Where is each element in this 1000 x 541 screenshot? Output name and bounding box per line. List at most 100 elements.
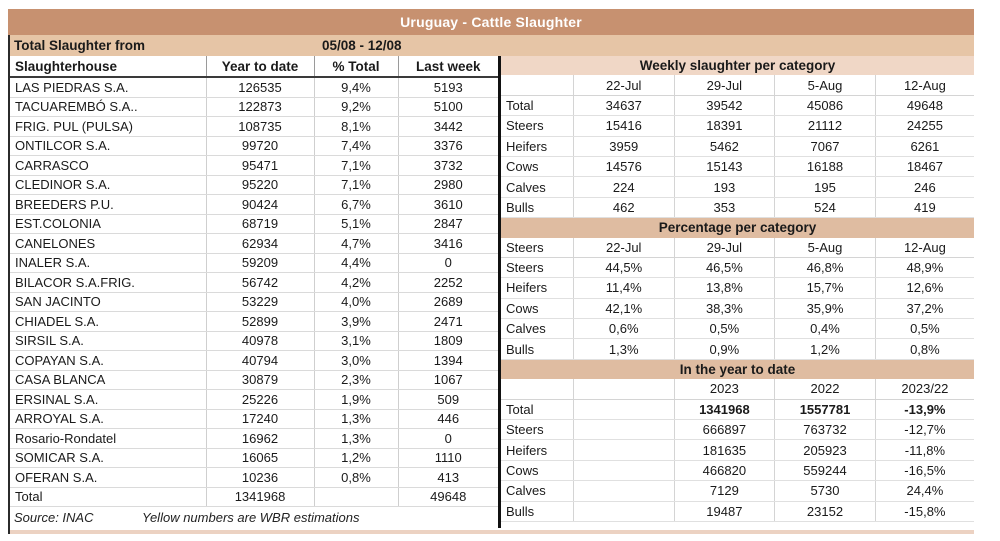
value-cell: 49648 <box>875 95 974 117</box>
year-header: 2023/22 <box>875 379 974 400</box>
percentage-row: Steers 44,5% 46,5% 46,8% 48,9% <box>501 257 974 279</box>
ytd-2022-cell: 559244 <box>774 460 876 482</box>
category-label-cell: Calves <box>501 176 574 198</box>
category-label-cell: Calves <box>501 318 574 340</box>
period-band: Total Slaughter from 05/08 - 12/08 <box>10 35 974 56</box>
corner-cell <box>501 75 574 96</box>
slaughterhouse-name-cell: TACUAREMBÓ S.A.. <box>10 97 207 117</box>
ytd-row: Bulls 19487 23152 -15,8% <box>501 501 974 522</box>
table-row: SOMICAR S.A. 16065 1,2% 1110 <box>10 448 498 468</box>
section-header-ytd: In the year to date <box>501 359 974 380</box>
value-cell: 35,9% <box>774 298 876 320</box>
value-cell: 524 <box>774 197 876 219</box>
last-week-cell: 3376 <box>398 136 498 156</box>
table-header-row: Slaughterhouse Year to date % Total Last… <box>10 56 498 78</box>
last-week-cell: 2252 <box>398 272 498 293</box>
value-cell: 15,7% <box>774 277 876 299</box>
year-to-date-cell: 90424 <box>206 194 315 215</box>
value-cell: 462 <box>573 197 675 219</box>
table-row: BILACOR S.A.FRIG. 56742 4,2% 2252 <box>10 272 498 293</box>
last-week-cell: 49648 <box>398 487 498 507</box>
last-week-cell: 5193 <box>398 77 498 98</box>
last-week-cell: 446 <box>398 409 498 429</box>
slaughterhouse-panel: Slaughterhouse Year to date % Total Last… <box>10 56 498 528</box>
value-cell: 42,1% <box>573 298 675 320</box>
ytd-variation-cell: -13,9% <box>875 399 974 421</box>
value-cell: 3959 <box>573 136 675 157</box>
ytd-2023-cell: 466820 <box>674 460 776 482</box>
ytd-2022-cell: 1557781 <box>774 399 876 421</box>
section-header-weekly: Weekly slaughter per category <box>501 56 974 76</box>
value-cell: 6261 <box>875 136 974 157</box>
ytd-2023-cell: 666897 <box>674 419 776 441</box>
year-header: 2022 <box>774 379 876 400</box>
value-cell: 16188 <box>774 156 876 178</box>
pct-total-cell: 3,0% <box>314 350 399 371</box>
ytd-2022-cell: 763732 <box>774 419 876 441</box>
pct-total-cell: 7,4% <box>314 136 399 156</box>
table-row: Rosario-Rondatel 16962 1,3% 0 <box>10 428 498 449</box>
category-label-cell: Bulls <box>501 501 574 522</box>
pct-total-cell: 7,1% <box>314 155 399 176</box>
date-header: 29-Jul <box>674 237 776 258</box>
last-week-cell: 3610 <box>398 194 498 215</box>
category-label-cell: Total <box>501 399 574 421</box>
value-cell: 12,6% <box>875 277 974 299</box>
year-to-date-cell: 68719 <box>206 214 315 234</box>
pct-total-cell: 1,3% <box>314 428 399 449</box>
date-header: 12-Aug <box>875 75 974 96</box>
last-week-cell: 2847 <box>398 214 498 234</box>
last-week-cell: 3732 <box>398 155 498 176</box>
table-row: INALER S.A. 59209 4,4% 0 <box>10 253 498 273</box>
last-week-cell: 0 <box>398 253 498 273</box>
slaughterhouse-name-cell: CASA BLANCA <box>10 370 207 390</box>
slaughterhouse-name-cell: Rosario-Rondatel <box>10 428 207 449</box>
category-label-cell: Cows <box>501 156 574 178</box>
ytd-2023-cell: 7129 <box>674 480 776 502</box>
last-week-cell: 2980 <box>398 175 498 195</box>
table-row: CARRASCO 95471 7,1% 3732 <box>10 155 498 176</box>
pct-total-cell: 5,1% <box>314 214 399 234</box>
category-label-cell: Steers <box>501 115 574 137</box>
last-week-cell: 1067 <box>398 370 498 390</box>
slaughterhouse-name-cell: OFERAN S.A. <box>10 467 207 488</box>
section-title: Weekly slaughter per category <box>501 56 974 76</box>
category-label-cell: Heifers <box>501 439 574 461</box>
year-to-date-cell: 25226 <box>206 389 315 410</box>
table-row: CHIADEL S.A. 52899 3,9% 2471 <box>10 311 498 332</box>
weekly-row: Heifers 3959 5462 7067 6261 <box>501 136 974 157</box>
year-to-date-cell: 62934 <box>206 233 315 254</box>
year-to-date-cell: 1341968 <box>206 487 315 507</box>
value-cell: 11,4% <box>573 277 675 299</box>
ytd-row: Total 1341968 1557781 -13,9% <box>501 399 974 421</box>
last-week-cell: 3416 <box>398 233 498 254</box>
ytd-2023-cell: 1341968 <box>674 399 776 421</box>
pct-total-cell: 9,2% <box>314 97 399 117</box>
column-header-year-to-date: Year to date <box>206 56 315 78</box>
value-cell: 18467 <box>875 156 974 178</box>
pct-total-cell: 0,8% <box>314 467 399 488</box>
value-cell: 1,3% <box>573 338 675 360</box>
column-header-slaughterhouse: Slaughterhouse <box>10 56 207 78</box>
tables-row: Slaughterhouse Year to date % Total Last… <box>10 56 974 528</box>
last-week-cell: 413 <box>398 467 498 488</box>
last-week-cell: 3442 <box>398 116 498 137</box>
last-week-cell: 1394 <box>398 350 498 371</box>
pct-total-cell <box>314 487 399 507</box>
value-cell: 7067 <box>774 136 876 157</box>
year-to-date-cell: 30879 <box>206 370 315 390</box>
empty-cell <box>573 399 675 421</box>
category-label-cell: Total <box>501 95 574 117</box>
slaughterhouse-name-cell: SIRSIL S.A. <box>10 331 207 351</box>
percentage-row: Heifers 11,4% 13,8% 15,7% 12,6% <box>501 277 974 299</box>
slaughterhouse-name-cell: CLEDINOR S.A. <box>10 175 207 195</box>
pct-total-cell: 4,4% <box>314 253 399 273</box>
slaughterhouse-name-cell: LAS PIEDRAS S.A. <box>10 77 207 98</box>
slaughterhouse-name-cell: SOMICAR S.A. <box>10 448 207 468</box>
table-row: BREEDERS P.U. 90424 6,7% 3610 <box>10 194 498 215</box>
category-label-cell: Bulls <box>501 338 574 360</box>
slaughterhouse-name-cell: BREEDERS P.U. <box>10 194 207 215</box>
table-row: SAN JACINTO 53229 4,0% 2689 <box>10 292 498 312</box>
weekly-row: Cows 14576 15143 16188 18467 <box>501 156 974 178</box>
value-cell: 353 <box>674 197 776 219</box>
